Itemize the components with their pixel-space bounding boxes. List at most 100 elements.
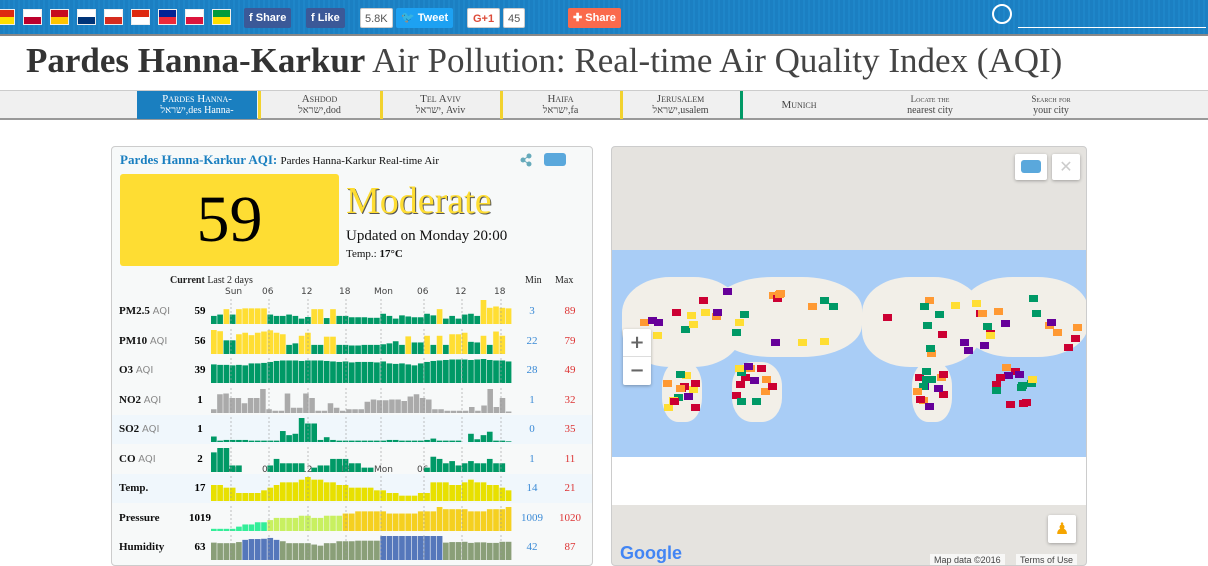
aqi-marker[interactable] [912, 388, 922, 396]
aqi-marker[interactable] [681, 372, 691, 380]
pollutant-row[interactable]: O3 AQI 39 28 49 [112, 356, 592, 385]
aqi-marker[interactable] [995, 374, 1005, 382]
aqi-marker[interactable] [926, 376, 936, 384]
aqi-marker[interactable] [1014, 370, 1024, 378]
aqi-marker[interactable] [772, 294, 782, 302]
aqi-marker[interactable] [985, 331, 995, 339]
aqi-marker[interactable] [939, 390, 949, 398]
facebook-share-button[interactable]: f Share [244, 8, 292, 28]
aqi-marker[interactable] [1001, 364, 1011, 372]
fullscreen-button[interactable]: ✕ [1052, 154, 1080, 180]
aqi-marker[interactable] [1027, 375, 1037, 383]
pollutant-row[interactable]: Pressure 1019 1009 1020 [112, 504, 592, 533]
aqi-marker[interactable] [1063, 343, 1073, 351]
aqi-marker[interactable] [922, 321, 932, 329]
nav-item[interactable]: Jerusalem ישראל,usalem [620, 91, 738, 119]
aqi-marker[interactable] [732, 392, 742, 400]
aqi-marker[interactable] [699, 296, 709, 304]
pollutant-row[interactable]: PM10 AQI 56 22 79 [112, 327, 592, 356]
aqi-marker[interactable] [882, 314, 892, 322]
pollutant-row[interactable]: SO2 AQI 1 0 35 [112, 415, 592, 444]
aqi-marker[interactable] [690, 379, 700, 387]
facebook-like-button[interactable]: f Like [306, 8, 345, 28]
nav-item[interactable]: Locate the nearest city [857, 91, 975, 119]
pollutant-row[interactable]: Humidity 63 42 87 [112, 533, 592, 562]
nav-item[interactable]: Tel Aviv ישראל, Aviv [380, 91, 498, 119]
aqi-marker[interactable] [675, 370, 685, 378]
windows-icon[interactable] [544, 153, 566, 166]
aqi-marker[interactable] [992, 386, 1002, 394]
aqi-marker[interactable] [741, 373, 751, 381]
search-input[interactable] [1018, 27, 1206, 28]
aqi-marker[interactable] [924, 402, 934, 410]
aqi-marker[interactable] [951, 302, 961, 310]
flag-poland[interactable] [185, 9, 204, 25]
pegman-icon[interactable]: ♟ [1048, 515, 1076, 543]
aqi-marker[interactable] [992, 381, 1001, 389]
aqi-marker[interactable] [736, 397, 746, 405]
nav-item[interactable]: Ashdod ישראל,dod [258, 91, 378, 119]
aqi-marker[interactable] [978, 309, 988, 317]
aqi-marker[interactable] [797, 339, 807, 347]
aqi-marker[interactable] [915, 396, 925, 404]
aqi-marker[interactable] [684, 392, 694, 400]
aqi-marker[interactable] [700, 308, 710, 316]
aqi-marker[interactable] [914, 373, 924, 381]
flag-brazil[interactable] [212, 9, 231, 25]
nav-item[interactable]: Pardes Hanna- ישראל,des Hanna- [137, 91, 257, 119]
aqi-marker[interactable] [993, 308, 1003, 316]
aqi-marker[interactable] [925, 344, 935, 352]
pollutant-row[interactable]: CO AQI 2 1 11 [112, 445, 592, 474]
aqi-marker[interactable] [819, 337, 829, 345]
aqi-marker[interactable] [712, 313, 721, 321]
aqi-marker[interactable] [807, 303, 817, 310]
aqi-marker[interactable] [732, 329, 742, 337]
aqi-marker[interactable] [1032, 310, 1042, 318]
aqi-marker[interactable] [687, 311, 697, 319]
terms-link[interactable]: Terms of Use [1016, 554, 1078, 565]
aqi-marker[interactable] [647, 317, 657, 325]
pollutant-row[interactable]: Temp. 17 14 21 [112, 474, 592, 503]
flag-spain[interactable] [50, 9, 69, 25]
aqi-marker[interactable] [722, 288, 732, 296]
flag-china[interactable] [0, 9, 15, 25]
aqi-marker[interactable] [938, 331, 948, 339]
pollutant-row[interactable]: PM2.5 AQI 59 3 89 [112, 297, 592, 326]
aqi-marker[interactable] [1018, 381, 1028, 389]
aqi-marker[interactable] [927, 350, 937, 358]
aqi-marker[interactable] [971, 299, 981, 307]
pollutant-row[interactable]: NO2 AQI 1 1 32 [112, 386, 592, 415]
aqi-marker[interactable] [959, 338, 969, 346]
aqi-marker[interactable] [980, 342, 990, 350]
aqi-marker[interactable] [756, 365, 766, 373]
aqi-marker[interactable] [736, 381, 746, 389]
aqi-marker[interactable] [1000, 320, 1010, 328]
tweet-button[interactable]: 🐦 Tweet [396, 8, 454, 28]
aqi-marker[interactable] [925, 296, 935, 304]
aqi-marker[interactable] [640, 318, 650, 326]
aqi-marker[interactable] [935, 310, 945, 318]
flag-hong-kong[interactable] [131, 9, 150, 25]
flag-france[interactable] [158, 9, 177, 25]
aqi-marker[interactable] [680, 325, 690, 333]
aqi-marker[interactable] [939, 371, 948, 379]
aqi-marker[interactable] [737, 368, 747, 376]
aqi-marker[interactable] [1047, 318, 1057, 326]
aqi-marker[interactable] [1070, 335, 1080, 343]
zoom-in-button[interactable]: + [623, 329, 651, 357]
aqi-marker[interactable] [919, 303, 929, 311]
nav-item[interactable]: Search for your city [977, 91, 1097, 119]
aqi-marker[interactable] [653, 318, 663, 326]
aqi-marker[interactable] [652, 332, 662, 340]
aqi-marker[interactable] [761, 375, 771, 383]
share-icon[interactable] [520, 153, 532, 167]
aqi-marker[interactable] [1004, 371, 1014, 379]
map-window-button[interactable] [1015, 154, 1047, 180]
aqi-marker[interactable] [819, 297, 829, 305]
aqi-marker[interactable] [1018, 400, 1028, 408]
aqi-marker[interactable] [768, 383, 778, 391]
aqi-marker[interactable] [749, 377, 759, 385]
aqi-marker[interactable] [675, 384, 685, 392]
aqi-marker[interactable] [662, 379, 672, 387]
aqi-marker[interactable] [775, 290, 785, 298]
